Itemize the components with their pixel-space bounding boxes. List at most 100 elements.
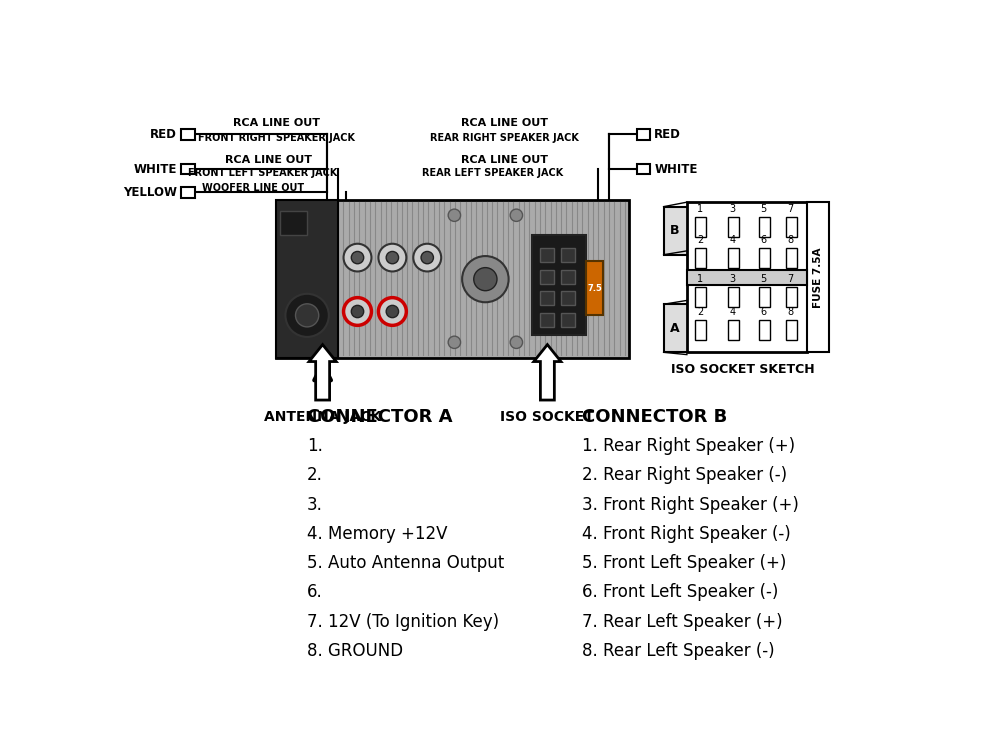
Bar xyxy=(728,217,739,237)
Bar xyxy=(759,320,770,340)
Circle shape xyxy=(462,256,509,302)
Bar xyxy=(695,217,706,237)
Circle shape xyxy=(386,251,399,264)
Bar xyxy=(728,248,739,268)
Text: 2. Rear Right Speaker (-): 2. Rear Right Speaker (-) xyxy=(582,466,787,484)
Text: 5. Auto Antenna Output: 5. Auto Antenna Output xyxy=(307,554,504,572)
Text: 5: 5 xyxy=(761,204,767,214)
Bar xyxy=(637,129,650,140)
Bar xyxy=(786,248,797,268)
Text: 4. Memory +12V: 4. Memory +12V xyxy=(307,525,448,542)
Bar xyxy=(561,248,575,262)
Text: A: A xyxy=(670,322,679,334)
Circle shape xyxy=(448,336,461,348)
Bar xyxy=(561,292,575,305)
Bar xyxy=(532,234,586,334)
Bar xyxy=(759,287,770,307)
Text: 4. Front Right Speaker (-): 4. Front Right Speaker (-) xyxy=(582,525,791,542)
Text: 6: 6 xyxy=(761,235,767,245)
Text: 7: 7 xyxy=(788,204,794,214)
Text: FRONT RIGHT SPEAKER JACK: FRONT RIGHT SPEAKER JACK xyxy=(198,133,355,143)
Bar xyxy=(807,202,829,352)
Text: REAR RIGHT SPEAKER JACK: REAR RIGHT SPEAKER JACK xyxy=(430,133,579,143)
Text: 4: 4 xyxy=(730,235,736,245)
Circle shape xyxy=(386,305,399,318)
Bar xyxy=(695,287,706,307)
Text: 2.: 2. xyxy=(307,466,323,484)
Bar xyxy=(181,187,195,198)
Text: 7. Rear Left Speaker (+): 7. Rear Left Speaker (+) xyxy=(582,612,783,631)
Bar xyxy=(540,313,554,327)
Text: 2: 2 xyxy=(697,307,703,318)
Text: 5. Front Left Speaker (+): 5. Front Left Speaker (+) xyxy=(582,554,787,572)
Bar xyxy=(687,202,807,352)
Text: 8. GROUND: 8. GROUND xyxy=(307,642,403,660)
Text: B: B xyxy=(670,224,679,237)
Bar xyxy=(540,248,554,262)
Text: RCA LINE OUT: RCA LINE OUT xyxy=(233,118,320,128)
Text: ISO SOCKET: ISO SOCKET xyxy=(500,410,594,424)
FancyArrow shape xyxy=(534,345,561,400)
Text: 7: 7 xyxy=(788,274,794,284)
Text: 6.: 6. xyxy=(307,584,323,601)
Circle shape xyxy=(378,298,406,326)
Bar xyxy=(695,320,706,340)
Text: RED: RED xyxy=(654,128,681,141)
Circle shape xyxy=(474,268,497,291)
Text: 3: 3 xyxy=(730,274,736,284)
Bar xyxy=(728,320,739,340)
FancyArrow shape xyxy=(309,345,336,400)
Text: CONNECTOR B: CONNECTOR B xyxy=(582,408,728,426)
Bar xyxy=(561,313,575,327)
Text: ISO SOCKET SKETCH: ISO SOCKET SKETCH xyxy=(671,363,814,376)
Text: 1. Rear Right Speaker (+): 1. Rear Right Speaker (+) xyxy=(582,437,795,455)
Bar xyxy=(540,292,554,305)
Text: WOOFER LINE OUT: WOOFER LINE OUT xyxy=(202,183,304,193)
Circle shape xyxy=(296,304,319,327)
Text: ANTENNA JACK: ANTENNA JACK xyxy=(264,410,381,424)
Text: 6. Front Left Speaker (-): 6. Front Left Speaker (-) xyxy=(582,584,779,601)
Bar xyxy=(181,129,195,140)
Text: 3: 3 xyxy=(730,204,736,214)
Circle shape xyxy=(344,244,371,271)
Text: 8. Rear Left Speaker (-): 8. Rear Left Speaker (-) xyxy=(582,642,775,660)
Text: 7. 12V (To Ignition Key): 7. 12V (To Ignition Key) xyxy=(307,612,499,631)
Text: FUSE 7.5A: FUSE 7.5A xyxy=(813,248,823,308)
Text: RCA LINE OUT: RCA LINE OUT xyxy=(461,118,548,128)
Bar xyxy=(786,217,797,237)
Bar xyxy=(687,270,807,285)
Text: 3. Front Right Speaker (+): 3. Front Right Speaker (+) xyxy=(582,495,799,514)
Circle shape xyxy=(448,209,461,221)
Circle shape xyxy=(421,251,433,264)
Bar xyxy=(759,217,770,237)
Circle shape xyxy=(344,298,371,326)
Bar xyxy=(664,304,691,352)
Circle shape xyxy=(510,336,523,348)
Text: 1: 1 xyxy=(697,204,703,214)
Bar xyxy=(759,248,770,268)
Bar xyxy=(786,320,797,340)
Text: 3.: 3. xyxy=(307,495,323,514)
Bar xyxy=(637,164,650,174)
Text: 8: 8 xyxy=(788,235,794,245)
Text: 1.: 1. xyxy=(307,437,323,455)
Text: YELLOW: YELLOW xyxy=(123,186,177,198)
Text: 8: 8 xyxy=(788,307,794,318)
Bar xyxy=(728,287,739,307)
Bar xyxy=(181,164,195,174)
Text: FRONT LEFT SPEAKER JACK: FRONT LEFT SPEAKER JACK xyxy=(188,168,338,178)
Circle shape xyxy=(510,209,523,221)
Bar xyxy=(540,270,554,284)
Circle shape xyxy=(351,305,364,318)
Text: 6: 6 xyxy=(761,307,767,318)
Text: 4: 4 xyxy=(730,307,736,318)
Bar xyxy=(276,200,629,358)
Bar xyxy=(695,248,706,268)
Text: 1: 1 xyxy=(697,274,703,284)
Text: RCA LINE OUT: RCA LINE OUT xyxy=(225,155,312,165)
Circle shape xyxy=(351,251,364,264)
Text: 2: 2 xyxy=(697,235,703,245)
Bar xyxy=(664,207,691,255)
Circle shape xyxy=(285,294,329,337)
Bar xyxy=(586,262,603,315)
